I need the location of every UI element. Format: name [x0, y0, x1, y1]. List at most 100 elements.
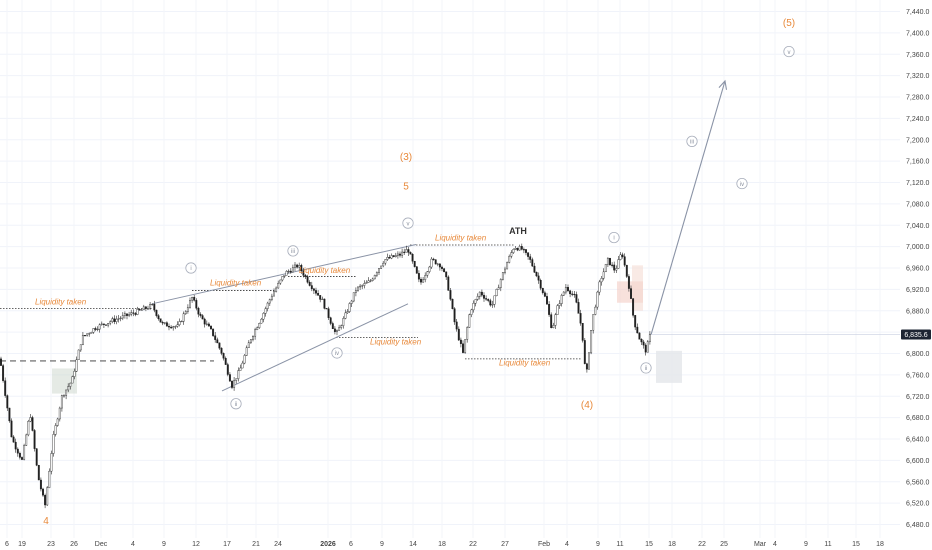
y-tick-label: 7,120.0: [906, 180, 929, 187]
candle-up: [552, 325, 555, 329]
candle-up: [598, 281, 601, 293]
x-tick-label: 14: [409, 541, 417, 548]
candle-up: [594, 306, 597, 315]
candle-up: [510, 252, 513, 257]
candle-up: [115, 318, 118, 322]
wave-label-circled: i: [613, 236, 614, 242]
candle-up: [556, 305, 559, 315]
wave-label: ATH: [509, 226, 527, 236]
candle-up: [646, 341, 649, 353]
candle-up: [247, 342, 250, 348]
candle-up: [468, 314, 471, 328]
candle-up: [268, 299, 271, 304]
candle-down: [609, 257, 611, 266]
candle-down: [138, 309, 141, 311]
candle-down: [312, 288, 315, 291]
wave-label-circled: iv: [335, 351, 339, 357]
x-tick-label: 4: [565, 541, 569, 548]
candle-up: [363, 283, 366, 286]
y-tick-label: 6,880.0: [906, 308, 929, 315]
wave-label-circle: [185, 262, 197, 274]
candle-up: [394, 255, 397, 258]
y-tick-label: 7,080.0: [906, 201, 929, 208]
candle-down: [37, 465, 40, 481]
x-tick-label: 9: [380, 541, 384, 548]
candle-up: [476, 296, 479, 300]
candle-up: [357, 286, 359, 291]
candle-down: [228, 374, 231, 382]
grid-lines: [0, 0, 900, 538]
projection-arrow-line: [650, 80, 726, 335]
candle-up: [436, 263, 439, 265]
candle-down: [571, 293, 574, 295]
liquidity-taken-label: Liquidity taken: [435, 234, 487, 243]
candle-up: [554, 314, 557, 326]
candle-up: [615, 268, 618, 271]
x-tick-label: 21: [252, 541, 260, 548]
candle-down: [539, 280, 542, 289]
candle-down: [581, 323, 584, 341]
candle-up: [237, 370, 240, 379]
candle-down: [159, 318, 162, 323]
candle-down: [525, 249, 527, 253]
candle-down: [634, 315, 637, 328]
candle-down: [445, 271, 448, 278]
candle-up: [90, 332, 93, 334]
candle-down: [195, 300, 198, 309]
candle-down: [134, 313, 137, 315]
candle-up: [478, 291, 481, 297]
time-axis[interactable]: 6 19 23 26 Dec 4 9 12 17 21 24 2026 6 9 14 18 22 27 Feb 4 9 1…: [0, 538, 932, 550]
candle-up: [233, 380, 236, 388]
candle-up: [71, 376, 74, 384]
candle-down: [487, 299, 490, 301]
candle-up: [294, 264, 296, 268]
wave-label-circle: [402, 217, 414, 229]
candle-up: [130, 312, 133, 315]
wave-label-circle: [287, 245, 299, 257]
candle-up: [562, 291, 565, 296]
candle-down: [567, 287, 569, 292]
candle-down: [533, 265, 536, 273]
candle-up: [86, 333, 89, 336]
candle-down: [541, 288, 544, 293]
y-tick-label: 6,680.0: [906, 415, 929, 422]
y-tick-label: 6,560.0: [906, 479, 929, 486]
y-tick-label: 6,640.0: [906, 437, 929, 444]
candle-down: [415, 266, 418, 274]
candle-up: [184, 311, 187, 314]
candle-down: [420, 278, 422, 283]
wave-label: (4): [581, 400, 593, 411]
wave-label-circle: [686, 135, 698, 147]
candle-down: [153, 303, 156, 311]
candle-up: [174, 326, 177, 328]
candle-up: [596, 291, 599, 308]
candle-up: [283, 275, 286, 277]
candle-up: [369, 280, 372, 282]
candle-down: [413, 261, 416, 267]
candle-down: [516, 248, 519, 251]
price-axis[interactable]: 6,480.0 6,520.0 6,560.0 6,600.0 6,640.0 6,680…: [900, 0, 932, 538]
wave-label: 4: [43, 516, 49, 527]
candle-up: [128, 314, 131, 316]
candle-up: [426, 271, 429, 276]
candle-up: [67, 386, 70, 391]
candle-up: [54, 425, 57, 435]
candle-down: [636, 326, 639, 334]
x-tick-label: 9: [596, 541, 600, 548]
x-tick-label: 6: [349, 541, 353, 548]
candle-down: [548, 304, 551, 315]
candle-up: [186, 307, 189, 312]
candle-up: [27, 420, 30, 436]
candle-up: [277, 282, 280, 289]
y-tick-label: 6,800.0: [906, 351, 929, 358]
candle-down: [529, 256, 532, 260]
candle-down: [531, 259, 534, 267]
candle-up: [147, 308, 149, 310]
projection-arrow-head: [718, 79, 728, 90]
candle-up: [287, 270, 290, 272]
candle-up: [378, 268, 380, 273]
wave-label: (3): [400, 152, 412, 163]
liquidity-taken-label: Liquidity taken: [299, 266, 351, 275]
candle-up: [361, 285, 364, 287]
candle-down: [224, 358, 227, 365]
